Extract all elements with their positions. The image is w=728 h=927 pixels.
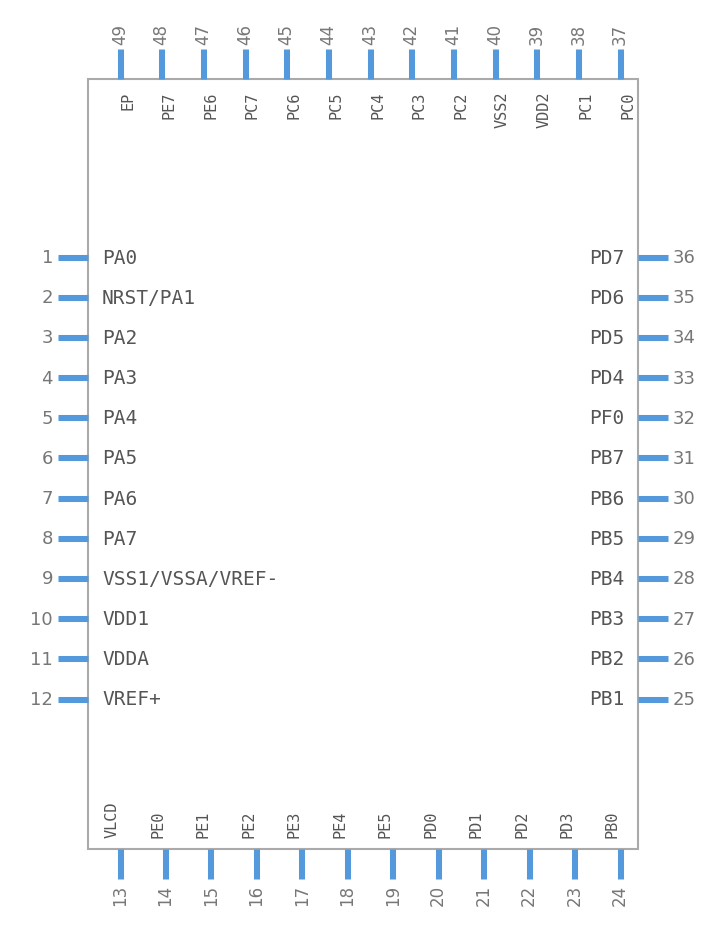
Text: 21: 21	[475, 884, 493, 906]
Text: 43: 43	[361, 24, 379, 44]
Text: PC7: PC7	[245, 92, 260, 120]
Text: PE4: PE4	[332, 810, 347, 837]
Text: PA4: PA4	[102, 409, 138, 427]
Text: 34: 34	[673, 329, 696, 347]
Text: 35: 35	[673, 289, 696, 307]
Text: 37: 37	[611, 24, 629, 44]
Text: 25: 25	[673, 691, 696, 708]
Text: 44: 44	[320, 24, 337, 44]
Text: 15: 15	[202, 884, 220, 905]
Text: PE2: PE2	[242, 810, 256, 837]
Text: PA0: PA0	[102, 248, 138, 267]
Text: 41: 41	[444, 24, 462, 44]
Text: 22: 22	[520, 884, 538, 906]
Text: 27: 27	[673, 610, 696, 628]
Text: 8: 8	[41, 529, 53, 548]
Text: 26: 26	[673, 650, 696, 668]
Text: 23: 23	[566, 884, 584, 906]
Text: PD0: PD0	[423, 810, 438, 837]
Text: 5: 5	[41, 410, 53, 427]
Text: 45: 45	[277, 24, 296, 44]
Text: VSS1/VSSA/VREF-: VSS1/VSSA/VREF-	[102, 569, 278, 589]
Text: PE0: PE0	[151, 810, 165, 837]
Text: 6: 6	[41, 450, 53, 467]
Text: PF0: PF0	[589, 409, 624, 427]
Text: 38: 38	[569, 24, 587, 44]
Text: 17: 17	[293, 884, 311, 905]
Text: PA6: PA6	[102, 489, 138, 508]
Text: 4: 4	[41, 369, 53, 387]
Text: 14: 14	[157, 884, 175, 905]
Text: PA7: PA7	[102, 529, 138, 548]
Text: PA3: PA3	[102, 369, 138, 387]
Text: PD2: PD2	[514, 810, 529, 837]
Text: PC5: PC5	[328, 92, 344, 120]
Text: PC1: PC1	[578, 92, 593, 120]
Text: VSS2: VSS2	[495, 92, 510, 128]
Text: 11: 11	[31, 650, 53, 668]
Text: PE3: PE3	[287, 810, 302, 837]
Text: 42: 42	[403, 24, 421, 44]
Text: 40: 40	[486, 24, 504, 44]
Text: 19: 19	[384, 884, 402, 905]
Text: PE6: PE6	[203, 92, 218, 120]
Text: PB5: PB5	[589, 529, 624, 548]
Text: 12: 12	[30, 691, 53, 708]
Text: 20: 20	[430, 884, 447, 905]
Text: PC6: PC6	[287, 92, 301, 120]
Text: 18: 18	[339, 884, 356, 905]
Text: 24: 24	[611, 884, 629, 905]
Text: PB0: PB0	[605, 810, 620, 837]
Text: PE1: PE1	[196, 810, 211, 837]
Text: 10: 10	[31, 610, 53, 628]
Text: EP: EP	[120, 92, 135, 110]
Text: 16: 16	[248, 884, 266, 905]
Text: 48: 48	[153, 24, 170, 44]
Text: 32: 32	[673, 410, 696, 427]
Text: PD3: PD3	[560, 810, 574, 837]
Text: 3: 3	[41, 329, 53, 347]
Text: 49: 49	[111, 24, 129, 44]
Text: NRST/PA1: NRST/PA1	[102, 288, 196, 308]
Text: 9: 9	[41, 570, 53, 588]
Text: 30: 30	[673, 489, 696, 508]
Text: PC3: PC3	[411, 92, 427, 120]
Text: 33: 33	[673, 369, 696, 387]
Text: VREF+: VREF+	[102, 690, 161, 709]
Text: PA5: PA5	[102, 449, 138, 468]
Text: PB1: PB1	[589, 690, 624, 709]
Text: VDD1: VDD1	[102, 609, 149, 629]
Text: PE7: PE7	[162, 92, 177, 120]
Text: 28: 28	[673, 570, 696, 588]
Text: PB4: PB4	[589, 569, 624, 589]
Text: VDDA: VDDA	[102, 650, 149, 668]
Text: PB3: PB3	[589, 609, 624, 629]
Text: PA2: PA2	[102, 328, 138, 348]
Bar	[88, 80, 638, 849]
Text: 47: 47	[194, 24, 213, 44]
Text: PD5: PD5	[589, 328, 624, 348]
Text: PB7: PB7	[589, 449, 624, 468]
Text: 13: 13	[111, 884, 129, 906]
Text: VLCD: VLCD	[105, 801, 120, 837]
Text: PC0: PC0	[620, 92, 635, 120]
Text: 2: 2	[41, 289, 53, 307]
Text: 39: 39	[528, 24, 546, 44]
Text: PD6: PD6	[589, 288, 624, 308]
Text: PD4: PD4	[589, 369, 624, 387]
Text: PB2: PB2	[589, 650, 624, 668]
Text: VDD2: VDD2	[537, 92, 552, 128]
Text: 7: 7	[41, 489, 53, 508]
Text: PC2: PC2	[454, 92, 468, 120]
Text: 29: 29	[673, 529, 696, 548]
Text: 46: 46	[236, 24, 254, 44]
Text: 31: 31	[673, 450, 696, 467]
Text: PB6: PB6	[589, 489, 624, 508]
Text: PD7: PD7	[589, 248, 624, 267]
Text: PC4: PC4	[370, 92, 385, 120]
Text: 1: 1	[41, 248, 53, 267]
Text: PD1: PD1	[469, 810, 483, 837]
Text: PE5: PE5	[378, 810, 392, 837]
Text: 36: 36	[673, 248, 696, 267]
